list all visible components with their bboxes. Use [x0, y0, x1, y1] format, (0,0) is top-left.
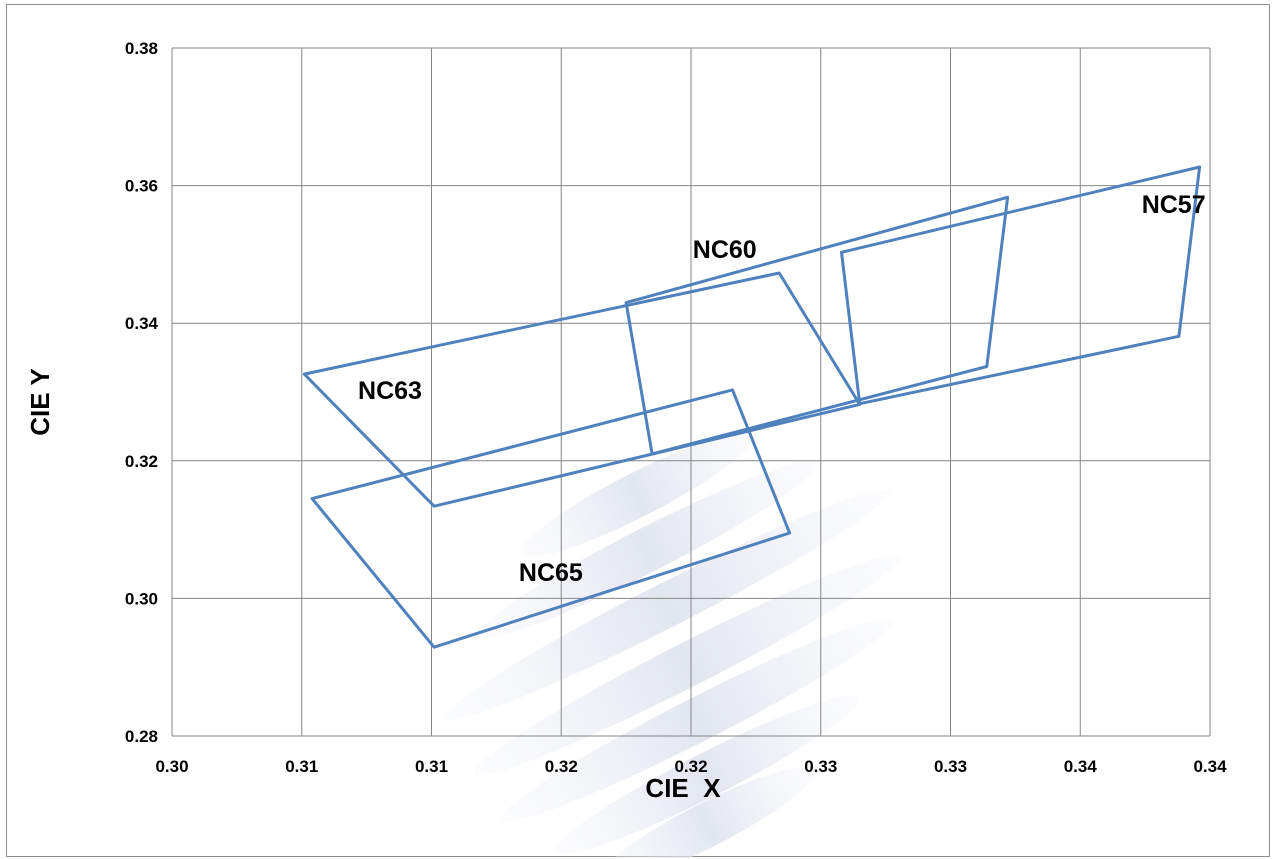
y-tick-label: 0.32 [125, 452, 158, 471]
series-nc57-outline [840, 165, 1202, 406]
watermark-swoosh [599, 767, 815, 858]
y-tick-label: 0.28 [125, 727, 158, 746]
x-tick-label: 0.32 [674, 757, 707, 776]
x-axis-title: CIE X [645, 773, 721, 803]
chart-frame: NC57 NC60 NC63 NC65 0.30 0.31 0.31 0.32 0.32 0.3… [6, 4, 1270, 858]
y-tick-label: 0.34 [125, 314, 159, 333]
x-tick-label: 0.30 [155, 757, 188, 776]
watermark-swoosh [477, 461, 817, 639]
axis-layer: 0.30 0.31 0.31 0.32 0.32 0.33 0.33 0.34 0.34 0.28… [125, 39, 1227, 776]
y-tick-label: 0.36 [125, 177, 158, 196]
y-tick-label: 0.38 [125, 39, 158, 58]
series-label-nc65: NC65 [519, 559, 583, 587]
watermark-decoration [444, 432, 902, 858]
x-tick-label: 0.33 [934, 757, 967, 776]
grid-lines [171, 47, 1211, 737]
series-nc63-outline [302, 271, 862, 508]
x-tick-label: 0.31 [415, 757, 448, 776]
y-axis-title: CIE Y [25, 368, 55, 435]
series-label-nc57: NC57 [1142, 191, 1206, 219]
x-tick-label: 0.32 [545, 757, 578, 776]
series-label-nc60: NC60 [693, 236, 757, 264]
x-tick-label: 0.34 [1064, 757, 1098, 776]
series-nc60-outline [624, 195, 1010, 456]
watermark-swoosh [500, 618, 894, 822]
x-tick-label: 0.34 [1193, 757, 1227, 776]
y-tick-label: 0.30 [125, 589, 158, 608]
watermark-swoosh [555, 695, 859, 855]
series-layer: NC57 NC60 NC63 NC65 [302, 165, 1206, 649]
x-tick-label: 0.33 [804, 757, 837, 776]
x-tick-label: 0.31 [285, 757, 318, 776]
watermark-swoosh [444, 489, 890, 721]
series-nc65-outline [310, 388, 792, 649]
watermark-swoosh [472, 554, 902, 776]
series-label-nc63: NC63 [358, 377, 422, 405]
watermark-swoosh [520, 432, 754, 558]
